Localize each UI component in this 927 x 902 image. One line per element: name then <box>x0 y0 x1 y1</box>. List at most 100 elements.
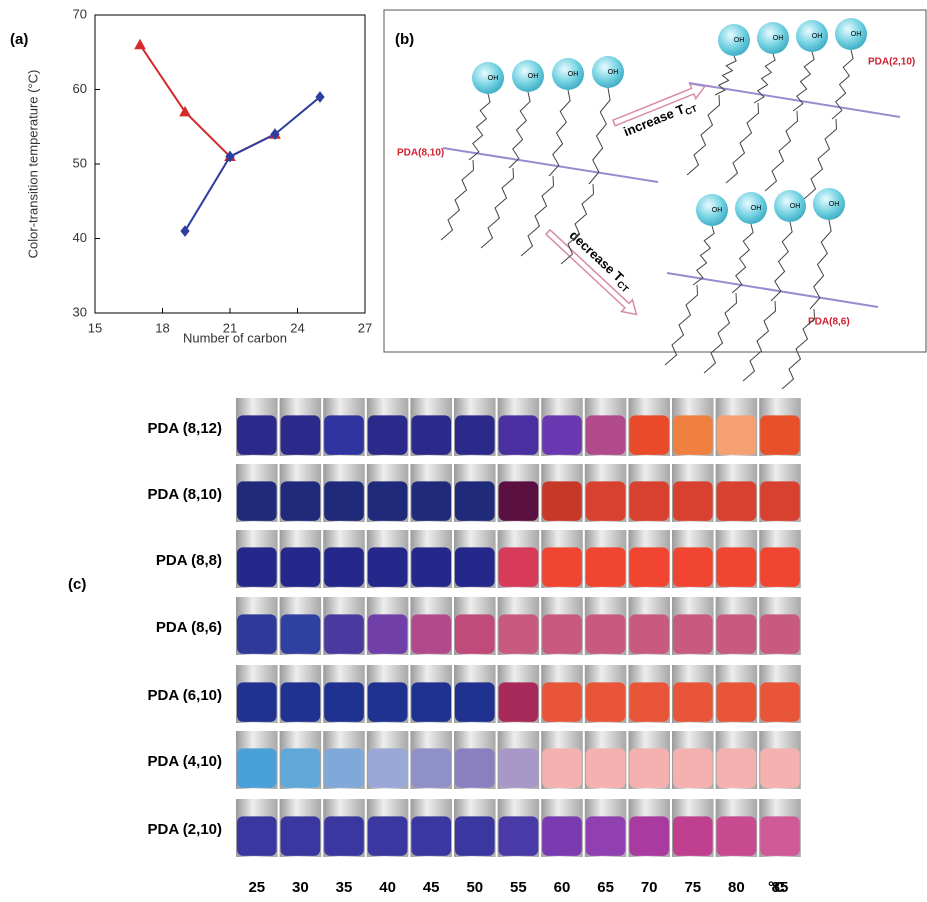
temperature-label: 35 <box>336 879 353 896</box>
vial-liquid <box>455 415 495 455</box>
head-group <box>552 58 584 90</box>
vial-liquid <box>411 682 451 722</box>
chain <box>781 308 816 390</box>
row-label: PDA (8,8) <box>156 552 222 569</box>
temperature-label: 75 <box>684 879 701 896</box>
head-label: OH <box>790 203 801 210</box>
vial-liquid <box>585 816 626 856</box>
head-group <box>512 60 544 92</box>
vial-liquid <box>237 816 277 856</box>
vial-liquid <box>716 415 757 455</box>
panel-label: (c) <box>68 576 86 593</box>
vial-liquid <box>498 748 539 788</box>
vial-liquid <box>542 748 582 788</box>
head-group <box>735 192 767 224</box>
data-point <box>315 91 325 103</box>
vial-liquid <box>367 614 408 654</box>
y-tick-label: 50 <box>73 155 87 170</box>
temperature-label: 70 <box>641 879 658 896</box>
vial-liquid <box>280 748 321 788</box>
vial-liquid <box>367 547 408 587</box>
chain <box>480 167 515 249</box>
molecule-label: PDA(2,10) <box>868 57 915 68</box>
vial-liquid <box>455 481 495 521</box>
chain <box>803 118 838 200</box>
vial-liquid <box>673 614 713 654</box>
data-point <box>225 150 235 163</box>
chain <box>508 91 531 169</box>
vial-liquid <box>237 748 277 788</box>
vial-liquid <box>760 547 800 587</box>
vial-liquid <box>629 481 669 521</box>
head-group <box>796 20 828 52</box>
vial-liquid <box>716 547 757 587</box>
head-group <box>592 56 624 88</box>
vial-liquid <box>280 415 321 455</box>
y-tick-label: 40 <box>73 230 87 245</box>
y-tick-label: 30 <box>73 304 87 319</box>
vial-liquid <box>585 415 626 455</box>
subscript: CT <box>684 103 699 117</box>
chain <box>753 53 776 104</box>
data-point <box>134 38 146 50</box>
vial-liquid <box>673 547 713 587</box>
head-group <box>718 24 750 56</box>
molecule: OH OH OH OH <box>686 18 901 200</box>
row-label: PDA (4,10) <box>148 753 222 770</box>
vial-liquid <box>237 415 277 455</box>
vial-liquid <box>455 748 495 788</box>
vial-liquid <box>367 415 408 455</box>
vial-liquid <box>280 547 321 587</box>
data-point <box>270 128 280 141</box>
series-line <box>139 44 276 158</box>
vial-liquid <box>585 547 626 587</box>
vial-liquid <box>237 682 277 722</box>
head-label: OH <box>528 73 539 80</box>
vial-liquid <box>716 816 757 856</box>
vial-liquid <box>324 547 364 587</box>
row-label: PDA (8,12) <box>148 420 222 437</box>
vial-liquid <box>411 481 451 521</box>
vial-liquid <box>498 415 539 455</box>
vial-liquid <box>498 614 539 654</box>
vial-liquid <box>585 614 626 654</box>
backbone <box>688 82 901 118</box>
head-label: OH <box>608 69 619 76</box>
vial-liquid <box>629 816 669 856</box>
head-label: OH <box>812 33 823 40</box>
vial-liquid <box>716 748 757 788</box>
vial-liquid <box>411 415 451 455</box>
vial-liquid <box>324 816 364 856</box>
chain <box>725 102 760 184</box>
chain <box>792 51 815 112</box>
unit-label: °C <box>768 879 785 896</box>
vial-liquid <box>324 682 364 722</box>
vial-liquid <box>498 547 539 587</box>
arrow: increase TCT <box>611 82 707 140</box>
vial-liquid <box>760 816 800 856</box>
chain <box>703 292 738 374</box>
panel-label: (b) <box>395 31 414 48</box>
chain <box>692 225 715 286</box>
chain <box>809 219 832 310</box>
vial-liquid <box>411 547 451 587</box>
vial-liquid <box>455 816 495 856</box>
temperature-label: 85 <box>772 879 789 896</box>
vial-liquid <box>629 682 669 722</box>
vial-liquid <box>585 481 626 521</box>
vial-liquid <box>542 682 582 722</box>
vial-liquid <box>455 547 495 587</box>
vial-liquid <box>760 748 800 788</box>
head-label: OH <box>712 207 723 214</box>
vial-liquid <box>324 415 364 455</box>
molecule-label: PDA(8,6) <box>808 317 850 328</box>
vial-liquid <box>324 481 364 521</box>
head-group <box>696 194 728 226</box>
head-label: OH <box>734 37 745 44</box>
chain <box>440 159 475 241</box>
head-group <box>774 190 806 222</box>
vial-liquid <box>585 748 626 788</box>
data-point <box>180 225 190 237</box>
head-label: OH <box>829 201 840 208</box>
